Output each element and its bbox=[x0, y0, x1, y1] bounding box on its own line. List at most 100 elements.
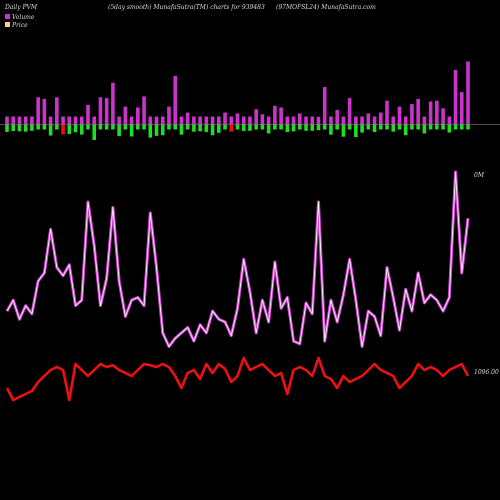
pvm-bar-base bbox=[260, 124, 265, 130]
pvm-bar-top bbox=[17, 116, 22, 125]
pvm-bar-base bbox=[123, 124, 128, 130]
pvm-bar bbox=[235, 113, 240, 125]
pvm-bar bbox=[30, 124, 34, 131]
volume-line-inner bbox=[6, 171, 469, 347]
pvm-bar bbox=[316, 124, 321, 131]
pvm-bar bbox=[11, 124, 16, 132]
pvm-bar-top bbox=[217, 116, 221, 125]
pvm-bar bbox=[129, 124, 134, 137]
pvm-bar bbox=[148, 124, 153, 138]
pvm-bar bbox=[248, 124, 252, 131]
pvm-bar bbox=[79, 124, 84, 135]
pvm-bar-base bbox=[273, 124, 277, 130]
pvm-bar bbox=[453, 70, 458, 125]
pvm-bar-top bbox=[148, 116, 153, 125]
pvm-bar-top bbox=[447, 116, 452, 125]
pvm-bar bbox=[279, 107, 283, 125]
pvm-bar-base bbox=[435, 124, 439, 130]
pvm-bar bbox=[123, 106, 128, 125]
pvm-bar-top bbox=[329, 116, 333, 125]
pvm-bar bbox=[297, 113, 302, 125]
pvm-bar-base bbox=[459, 124, 464, 130]
pvm-bar-top bbox=[23, 116, 28, 125]
pvm-bar bbox=[98, 97, 103, 125]
pvm-bar-base bbox=[42, 124, 47, 130]
header-left: Daily PVM bbox=[4, 4, 38, 11]
pvm-bar-top bbox=[61, 116, 65, 125]
pvm-bar-base bbox=[254, 124, 258, 130]
pvm-bar bbox=[366, 113, 371, 125]
pvm-bar-base bbox=[397, 124, 402, 130]
pvm-bar-base bbox=[347, 124, 352, 130]
pvm-bar bbox=[378, 112, 383, 125]
pvm-bar-base bbox=[185, 124, 190, 130]
pvm-bar-base bbox=[55, 124, 59, 130]
pvm-bar bbox=[466, 61, 470, 125]
pvm-bar-base bbox=[335, 124, 339, 130]
pvm-bar bbox=[447, 124, 452, 133]
pvm-bar-top bbox=[310, 116, 315, 125]
pvm-bar bbox=[397, 106, 402, 125]
pvm-bar bbox=[223, 112, 227, 125]
pvm-bar bbox=[167, 106, 171, 125]
pvm-bar bbox=[254, 109, 258, 125]
pvm-bar-top bbox=[241, 116, 246, 125]
pvm-bar-base bbox=[410, 124, 414, 130]
pvm-bar bbox=[435, 100, 439, 125]
pvm-bar bbox=[266, 124, 271, 134]
pvm-bar-top bbox=[285, 116, 290, 125]
pvm-bar bbox=[360, 124, 364, 133]
pvm-bar bbox=[185, 112, 190, 125]
pvm-bar bbox=[154, 124, 159, 136]
pvm-bar bbox=[17, 124, 22, 132]
pvm-bar bbox=[48, 124, 53, 136]
pvm-bar bbox=[204, 124, 209, 132]
pvm-bar bbox=[86, 104, 90, 125]
pvm-bar bbox=[347, 98, 352, 125]
pvm-bar-base bbox=[453, 124, 458, 130]
price-last-label: 1096.00 bbox=[474, 369, 499, 376]
pvm-bar bbox=[61, 124, 65, 135]
pvm-bar bbox=[92, 124, 97, 141]
pvm-bar-top bbox=[179, 116, 184, 125]
pvm-bar bbox=[335, 110, 339, 125]
pvm-bar bbox=[372, 124, 377, 132]
pvm-bar bbox=[55, 97, 59, 125]
pvm-bar-base bbox=[441, 124, 445, 130]
pvm-bar-top bbox=[67, 116, 72, 125]
pvm-bar-base bbox=[279, 124, 283, 130]
pvm-bar bbox=[104, 98, 109, 125]
price-line bbox=[5, 356, 470, 402]
pvm-bar-top bbox=[248, 116, 252, 125]
pvm-bar bbox=[322, 87, 327, 125]
pvm-bar-top bbox=[403, 116, 408, 125]
pvm-bar-top bbox=[11, 116, 16, 125]
pvm-bar bbox=[410, 104, 414, 125]
pvm-bar-top bbox=[73, 116, 78, 125]
pvm-bar-base bbox=[167, 124, 171, 130]
pvm-bar-top bbox=[117, 116, 121, 125]
pvm-bar bbox=[67, 124, 72, 135]
pvm-bar bbox=[441, 108, 445, 125]
pvm-bar bbox=[416, 98, 420, 125]
pvm-bar-top bbox=[291, 116, 296, 125]
pvm-bar bbox=[260, 114, 265, 125]
pvm-bar bbox=[310, 124, 315, 131]
pvm-bar-base bbox=[86, 124, 90, 130]
pvm-bars bbox=[5, 61, 470, 141]
pvm-bar-base bbox=[111, 124, 115, 130]
pvm-bar-top bbox=[204, 116, 209, 125]
header-right: (97MOFSL24) MunafaSutra.com bbox=[276, 4, 376, 11]
pvm-bar bbox=[179, 124, 184, 135]
pvm-bar bbox=[385, 100, 389, 125]
pvm-bar-base bbox=[466, 124, 470, 130]
header-smooth: (5day smooth) MunafaSutra(TM) charts for… bbox=[108, 4, 265, 11]
pvm-bar bbox=[192, 124, 196, 132]
volume-max-label: 0M bbox=[474, 172, 485, 179]
pvm-bar-base bbox=[136, 124, 140, 130]
pvm-bar bbox=[291, 124, 296, 132]
pvm-bar-base bbox=[36, 124, 40, 130]
pvm-bar bbox=[73, 124, 78, 133]
